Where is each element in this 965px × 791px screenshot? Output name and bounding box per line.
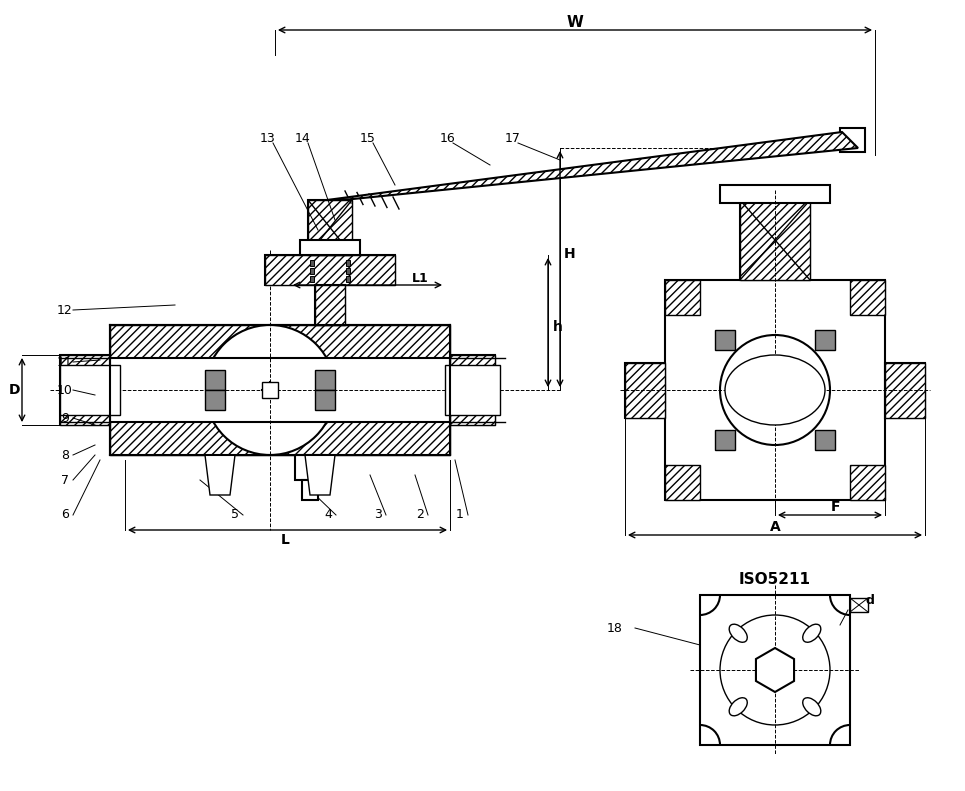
Ellipse shape	[730, 698, 747, 716]
Bar	[205, 370, 225, 390]
Bar	[625, 363, 665, 418]
Ellipse shape	[803, 624, 821, 642]
Text: 8: 8	[61, 448, 69, 461]
Polygon shape	[205, 455, 235, 495]
Bar	[346, 276, 350, 282]
Bar	[346, 260, 350, 266]
Bar	[310, 276, 314, 282]
Bar	[60, 355, 115, 425]
Text: 11: 11	[57, 355, 73, 369]
Bar	[840, 128, 865, 152]
Text: 1: 1	[456, 509, 464, 521]
Text: W: W	[566, 14, 584, 29]
Text: 4: 4	[324, 509, 332, 521]
Bar	[665, 280, 700, 315]
Circle shape	[720, 615, 830, 725]
Bar	[850, 598, 868, 612]
Polygon shape	[305, 455, 335, 495]
Text: 2: 2	[416, 509, 424, 521]
Text: 18: 18	[607, 622, 623, 634]
Bar	[315, 285, 345, 325]
Text: h: h	[553, 320, 563, 334]
Bar	[315, 390, 335, 410]
Text: 17: 17	[505, 131, 521, 145]
Bar	[445, 355, 495, 425]
Bar	[265, 255, 395, 285]
Bar	[205, 390, 225, 410]
Polygon shape	[756, 648, 794, 692]
Circle shape	[760, 655, 790, 685]
Bar	[850, 280, 885, 315]
Bar	[815, 430, 835, 450]
Bar	[295, 455, 325, 480]
Text: d: d	[866, 593, 874, 607]
Bar	[715, 430, 735, 450]
Bar	[445, 355, 495, 425]
Bar	[110, 325, 450, 455]
Polygon shape	[327, 132, 858, 200]
Bar	[346, 268, 350, 274]
Bar	[700, 595, 850, 745]
Bar	[665, 465, 700, 500]
Bar	[262, 382, 278, 398]
Bar	[885, 363, 925, 418]
Ellipse shape	[803, 698, 821, 716]
Text: 10: 10	[57, 384, 73, 396]
Text: 15: 15	[360, 131, 376, 145]
Text: 6: 6	[61, 509, 69, 521]
Bar	[60, 365, 120, 415]
Text: A: A	[770, 520, 781, 534]
Text: L1: L1	[412, 271, 428, 285]
Bar	[445, 365, 500, 415]
Text: 14: 14	[295, 131, 311, 145]
Bar	[308, 200, 352, 255]
Bar	[315, 285, 345, 325]
Text: H: H	[565, 247, 576, 261]
Bar	[300, 240, 360, 255]
Bar	[60, 355, 115, 425]
Bar	[310, 260, 314, 266]
Text: 7: 7	[61, 474, 69, 486]
Bar	[885, 363, 925, 418]
Circle shape	[720, 335, 830, 445]
Circle shape	[745, 360, 805, 420]
Text: ISO5211: ISO5211	[739, 573, 811, 588]
Bar	[715, 330, 735, 350]
Text: 16: 16	[440, 131, 455, 145]
Ellipse shape	[725, 355, 825, 425]
Circle shape	[205, 325, 335, 455]
Bar	[625, 363, 665, 418]
Bar	[310, 268, 314, 274]
Bar	[110, 358, 450, 422]
Text: F: F	[830, 500, 840, 514]
Bar	[308, 200, 352, 255]
Bar	[302, 480, 318, 500]
Circle shape	[740, 635, 810, 705]
Bar	[110, 325, 450, 360]
Bar	[265, 255, 395, 285]
Text: 5: 5	[231, 509, 239, 521]
Text: D: D	[9, 383, 19, 397]
Bar	[315, 370, 335, 390]
Bar	[110, 420, 450, 455]
Bar	[850, 465, 885, 500]
Text: 13: 13	[261, 131, 276, 145]
Bar	[740, 200, 810, 280]
Text: L: L	[281, 533, 290, 547]
Bar	[720, 185, 830, 203]
Text: 12: 12	[57, 304, 73, 316]
Bar	[815, 330, 835, 350]
Text: 9: 9	[61, 411, 69, 425]
Bar	[410, 360, 450, 420]
Bar	[110, 360, 150, 420]
Text: 3: 3	[374, 509, 382, 521]
Bar	[740, 200, 810, 280]
Ellipse shape	[730, 624, 747, 642]
Bar	[665, 280, 885, 500]
